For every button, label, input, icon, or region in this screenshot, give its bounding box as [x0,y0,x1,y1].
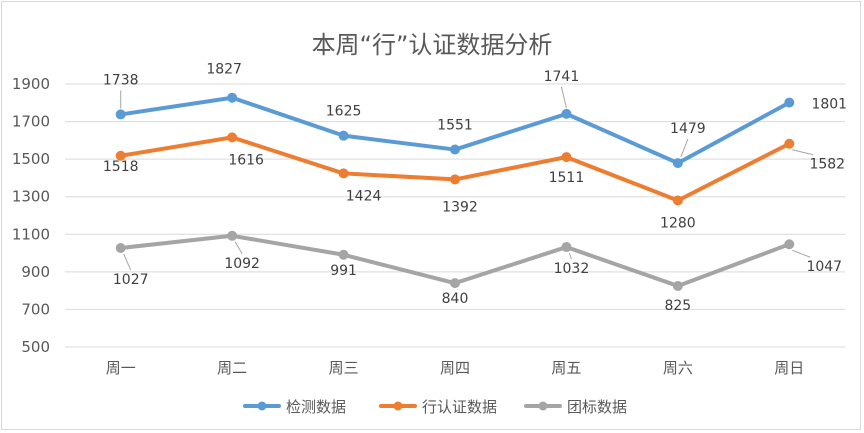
data-label: 1827 [206,62,242,78]
legend-swatch-marker [538,401,548,411]
data-label: 1392 [442,199,478,215]
data-point [450,144,460,155]
data-label: 1738 [103,72,139,88]
data-label: 1741 [544,69,580,85]
x-tick-label: 周六 [663,359,693,377]
data-label: 825 [664,298,691,314]
data-point [784,97,795,108]
data-label: 1551 [437,118,473,134]
x-tick-label: 周二 [217,359,247,377]
data-label: 1582 [809,157,845,173]
data-label: 1625 [326,104,362,120]
x-tick-label: 周三 [329,359,359,377]
data-label: 1424 [346,188,382,204]
y-tick-label: 900 [21,263,50,281]
y-axis: 500 700 900 1100 1300 1500 1700 1900 [12,75,50,356]
data-label: 840 [442,291,469,307]
legend-label: 检测数据 [286,398,346,416]
data-point [227,92,238,103]
data-labels: 1738 1827 1625 1551 1741 1479 1801 1518 1616 1424… [103,62,847,314]
y-tick-label: 1100 [12,225,50,243]
data-point [227,132,238,143]
data-point [561,242,572,253]
data-point [115,150,126,161]
legend-swatch-marker [257,401,267,411]
label-leader [123,253,132,271]
data-label: 1801 [811,97,847,113]
chart-title: 本周“行”认证数据分析 [312,31,553,59]
y-tick-label: 1300 [12,188,50,206]
label-leader [792,149,814,156]
data-label: 1616 [228,152,264,168]
y-tick-label: 700 [21,300,50,318]
y-tick-label: 500 [21,338,50,356]
data-label: 1027 [113,272,149,288]
data-label: 1479 [670,121,706,137]
data-label: 1047 [806,259,842,275]
label-leader [792,249,811,258]
data-point [450,278,460,289]
y-tick-label: 1900 [12,75,50,93]
label-leader [560,86,567,108]
data-label: 1511 [549,170,585,186]
label-leader [680,138,689,158]
data-point [672,195,683,206]
data-point [672,158,683,169]
gridlines [65,83,845,348]
legend: 检测数据 行认证数据 团标数据 [243,398,627,416]
label-leader [568,252,572,260]
data-point [338,249,349,260]
x-tick-label: 周四 [440,359,470,377]
data-label: 1518 [103,159,139,175]
data-point [672,280,683,291]
x-tick-label: 周一 [106,359,136,377]
data-label: 1280 [660,215,696,231]
data-point [338,130,349,141]
data-label: 1092 [224,256,260,272]
x-axis: 周一 周二 周三 周四 周五 周六 周日 [106,359,805,377]
legend-label: 团标数据 [567,398,627,416]
legend-label: 行认证数据 [422,398,497,416]
data-point [561,108,572,119]
data-point [227,230,238,241]
y-tick-label: 1700 [12,113,50,131]
x-tick-label: 周日 [774,359,804,377]
data-point [561,152,572,163]
data-point [115,242,126,253]
data-point [450,174,460,185]
data-point [784,138,795,149]
y-tick-label: 1500 [12,150,50,168]
data-point [115,109,126,120]
data-label: 1032 [554,261,590,277]
data-label: 991 [330,263,357,279]
series-group [115,92,795,291]
legend-swatch-marker [393,401,403,411]
data-point [784,239,795,250]
label-leader [234,241,243,255]
data-point [338,168,349,179]
x-tick-label: 周五 [551,359,581,377]
